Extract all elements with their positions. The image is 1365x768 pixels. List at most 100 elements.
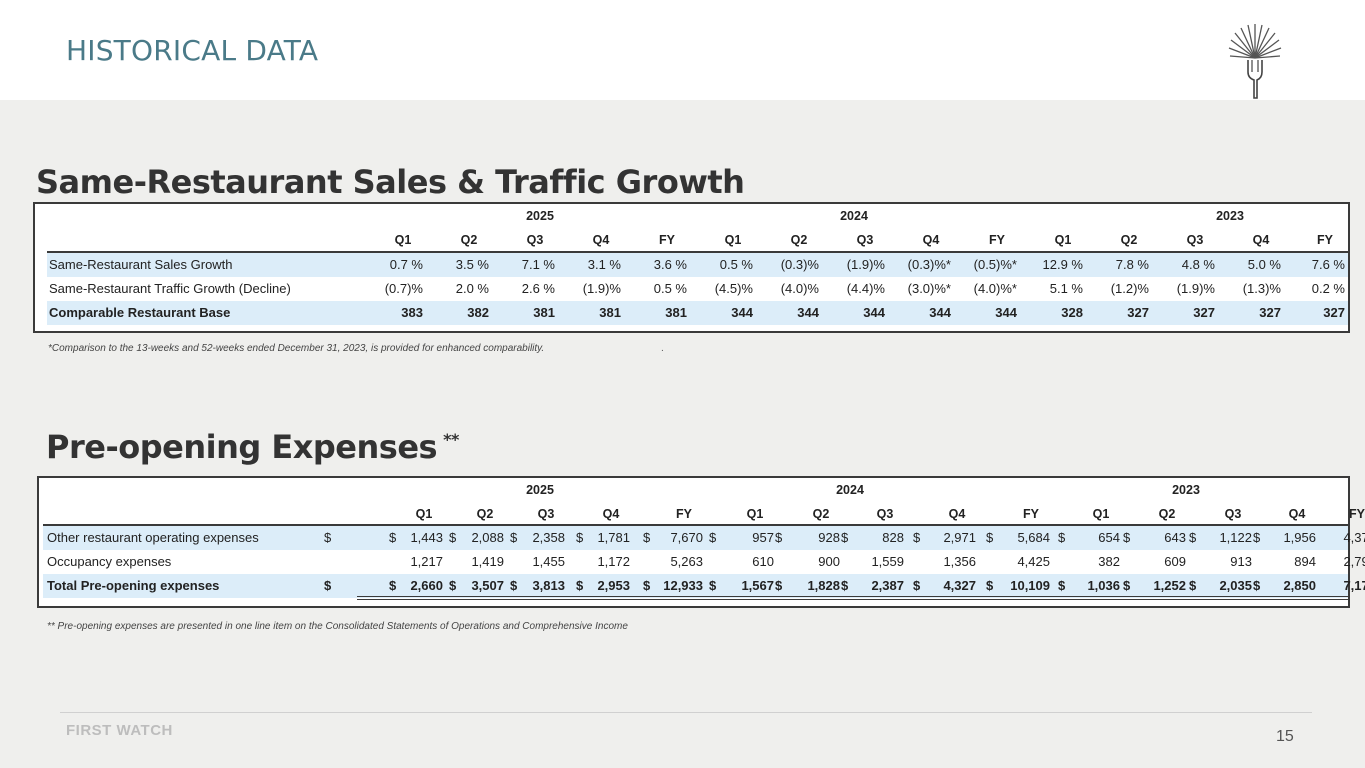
table-cell: 654 (1098, 530, 1120, 545)
table-cell: 0.7 % (389, 257, 423, 272)
table-cell: 928 (818, 530, 840, 545)
currency-symbol: $ (986, 530, 994, 545)
quarter-header: Q2 (1120, 233, 1138, 247)
currency-symbol: $ (576, 578, 584, 593)
table-cell: 7,173 (1343, 578, 1365, 593)
currency-symbol: $ (775, 530, 783, 545)
table-cell: (1.3)% (1242, 281, 1281, 296)
currency-symbol: $ (913, 578, 921, 593)
table-cell: 2,850 (1283, 578, 1316, 593)
brand-wordmark: FIRST WATCH (66, 722, 173, 739)
table-cell: 1,172 (597, 554, 630, 569)
table-cell: 2.0 % (455, 281, 489, 296)
table-cell: 4,327 (943, 578, 976, 593)
table-cell: 0.5 % (653, 281, 687, 296)
table-cell: 894 (1294, 554, 1316, 569)
quarter-header: Q2 (812, 507, 830, 521)
currency-symbol: $ (389, 530, 397, 545)
year-header-row: 2025 2024 2023 (35, 204, 1348, 228)
quarter-header: Q3 (537, 507, 555, 521)
currency-symbol: $ (913, 530, 921, 545)
quarter-header: Q1 (1054, 233, 1072, 247)
currency-symbol: $ (1253, 578, 1261, 593)
quarter-header: FY (676, 507, 692, 521)
quarter-header-row: Q1 Q2 Q3 Q4 FY Q1 Q2 Q3 Q4 FY Q1 Q2 Q3 Q4 FY (35, 228, 1348, 252)
quarter-header: FY (1317, 233, 1333, 247)
quarter-header: Q1 (724, 233, 742, 247)
table-cell: 344 (731, 305, 753, 320)
table-cell: (4.5)% (714, 281, 753, 296)
table-row: Total Pre-opening expenses $2,660 $3,507 $3… (43, 574, 1365, 598)
currency-symbol: $ (775, 578, 783, 593)
table-cell: 344 (797, 305, 819, 320)
year-header: 2024 (840, 209, 868, 223)
row-label: Other restaurant operating expenses (47, 530, 259, 545)
table-cell: (4.4)% (846, 281, 885, 296)
currency-symbol: $ (841, 530, 849, 545)
table-cell: 1,419 (471, 554, 504, 569)
table-cell: 10,109 (1010, 578, 1050, 593)
table-cell: (0.7)% (384, 281, 423, 296)
table-cell: 1,455 (532, 554, 565, 569)
table-cell: 957 (752, 530, 774, 545)
table-cell: 7,670 (670, 530, 703, 545)
quarter-header: Q1 (415, 507, 433, 521)
table-cell: 5,684 (1017, 530, 1050, 545)
quarter-header: Q4 (602, 507, 620, 521)
currency-symbol: $ (841, 578, 849, 593)
row-label: Same-Restaurant Sales Growth (49, 257, 233, 272)
currency-symbol: $ (510, 530, 518, 545)
table-cell: 2,387 (871, 578, 904, 593)
quarter-header: Q3 (1224, 507, 1242, 521)
table-cell: (1.9)% (846, 257, 885, 272)
quarter-header: Q4 (1288, 507, 1306, 521)
table-cell: 1,036 (1087, 578, 1120, 593)
preopening-title-text: Pre-opening Expenses (46, 428, 438, 466)
table-cell: 344 (995, 305, 1017, 320)
table-cell: 1,781 (597, 530, 630, 545)
currency-symbol: $ (709, 530, 717, 545)
table-cell: 1,956 (1283, 530, 1316, 545)
table-cell: 1,252 (1153, 578, 1186, 593)
currency-symbol: $ (1253, 530, 1261, 545)
quarter-header: Q3 (1186, 233, 1204, 247)
year-header-row: 2025 2024 2023 (39, 478, 1348, 502)
table-cell: 2,798 (1343, 554, 1365, 569)
table-cell: 5.1 % (1049, 281, 1083, 296)
currency-symbol: $ (643, 578, 651, 593)
year-header: 2025 (526, 483, 554, 497)
table-cell: 1,828 (807, 578, 840, 593)
table-cell: 0.5 % (719, 257, 753, 272)
table-cell: 609 (1164, 554, 1186, 569)
table-cell: 1,443 (410, 530, 443, 545)
row-label: Total Pre-opening expenses (47, 578, 220, 593)
table-cell: 3.6 % (653, 257, 687, 272)
table-cell: (1.9)% (1176, 281, 1215, 296)
quarter-header: FY (1349, 507, 1365, 521)
quarter-header: Q3 (526, 233, 544, 247)
table-cell: 381 (533, 305, 555, 320)
quarter-header: Q2 (790, 233, 808, 247)
page-title: HISTORICAL DATA (66, 34, 319, 67)
table-cell: 327 (1259, 305, 1281, 320)
total-underline (357, 596, 1348, 597)
table-cell: 3,507 (471, 578, 504, 593)
header-divider (43, 524, 1348, 526)
table-cell: 2,660 (410, 578, 443, 593)
quarter-header: Q4 (948, 507, 966, 521)
quarter-header: Q1 (1092, 507, 1110, 521)
table-cell: 5.0 % (1247, 257, 1281, 272)
table-cell: 828 (882, 530, 904, 545)
currency-symbol: $ (709, 578, 717, 593)
table-cell: 382 (467, 305, 489, 320)
table-cell: 2,088 (471, 530, 504, 545)
table-cell: 4.8 % (1181, 257, 1215, 272)
table-cell: 2.6 % (521, 281, 555, 296)
fork-sunburst-logo-icon (1228, 24, 1282, 99)
table-cell: 2,953 (597, 578, 630, 593)
currency-symbol: $ (1058, 530, 1066, 545)
table-cell: (3.0)%* (907, 281, 951, 296)
row-label: Occupancy expenses (47, 554, 172, 569)
quarter-header: FY (989, 233, 1005, 247)
table-row: Comparable Restaurant Base 383 382 381 381 38… (47, 301, 1348, 325)
